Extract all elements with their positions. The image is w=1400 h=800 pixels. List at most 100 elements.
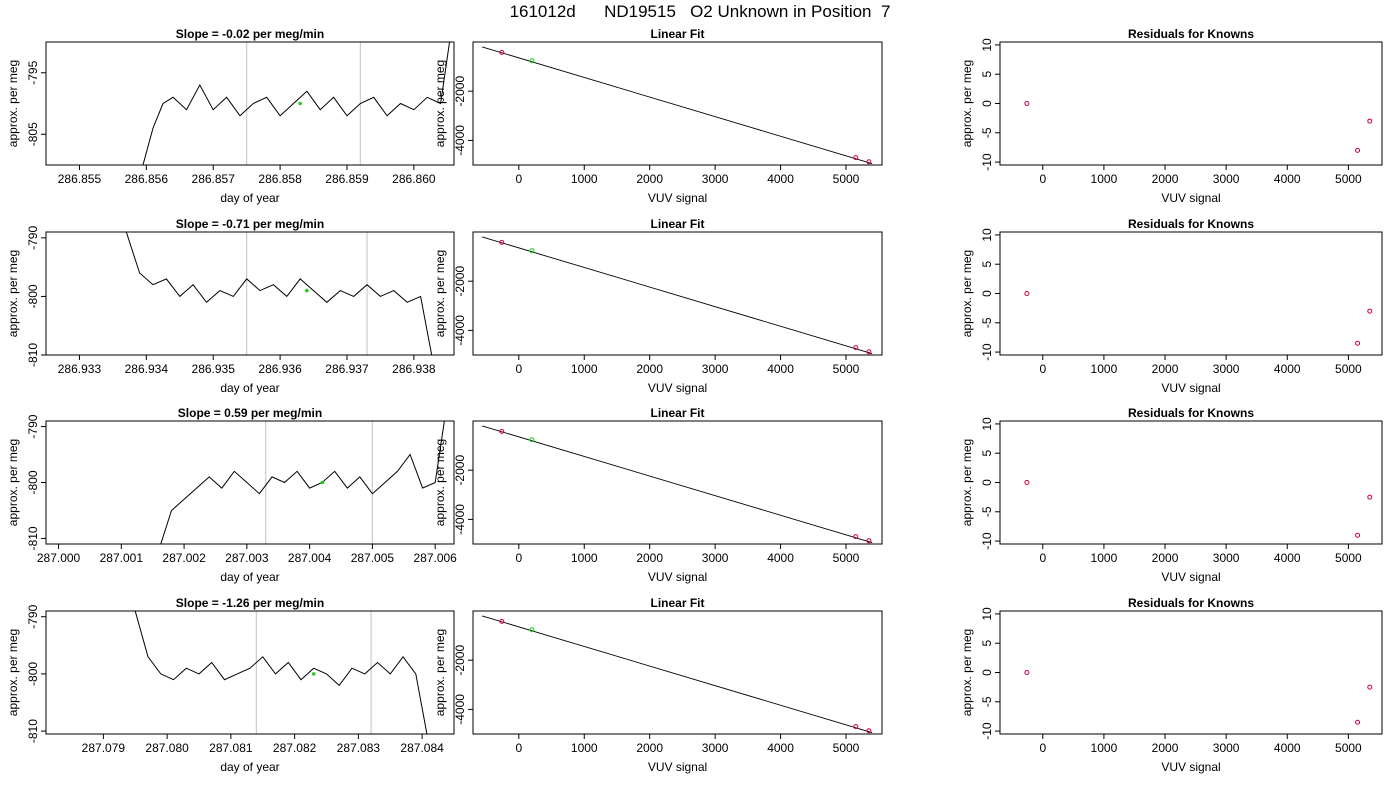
panel-title: Residuals for Knowns [1128,406,1254,420]
plot-frame [472,420,883,545]
panel-title: Slope = -0.02 per meg/min [176,27,324,41]
y-tick-label: -2000 [453,455,467,486]
x-tick-label: 2000 [636,551,663,565]
x-axis-label: VUV signal [1161,760,1220,774]
x-tick-label: 286.858 [258,172,302,186]
x-tick-label: 5000 [833,741,860,755]
panel-title: Linear Fit [650,406,704,420]
x-axis-label: day of year [220,760,279,774]
x-tick-label: 287.000 [37,551,81,565]
y-tick-label: -805 [26,122,40,146]
x-tick-label: 286.938 [392,362,436,376]
x-tick-label: 4000 [767,172,794,186]
y-tick-label: -810 [26,719,40,743]
x-axis-label: VUV signal [648,760,707,774]
y-tick-label: 5 [980,261,994,268]
x-tick-label: 4000 [1274,362,1301,376]
y-tick-label: -790 [26,604,40,628]
known-point [853,534,859,540]
x-tick-label: 0 [1039,741,1046,755]
residual-point [1355,340,1361,346]
x-tick-label: 287.001 [100,551,144,565]
x-tick-label: 3000 [702,172,729,186]
x-tick-label: 3000 [702,741,729,755]
x-tick-label: 3000 [702,362,729,376]
known-point [853,724,859,730]
y-axis-label: approx. per meg [960,629,974,716]
chart-panel-3-1: Slope = 0.59 per meg/min 287.000 287.001 28… [6,406,457,584]
plot-data [482,615,873,734]
y-tick-label: -4000 [453,125,467,156]
y-tick-label: 10 [980,417,994,431]
y-tick-label: -2000 [453,645,467,676]
fit-line [482,425,873,544]
residual-point [1024,670,1030,675]
plot-data [160,421,445,544]
x-tick-label: 2000 [1152,741,1179,755]
y-axis-label: approx. per meg [6,629,20,716]
x-tick-label: 286.855 [58,172,102,186]
x-tick-label: 2000 [636,362,663,376]
series-line [160,421,445,544]
x-tick-label: 5000 [833,551,860,565]
plot-data [142,42,451,165]
y-axis-label: approx. per meg [6,250,20,337]
residual-point [1367,684,1373,690]
y-tick-label: -795 [26,60,40,84]
y-axis-label: approx. per meg [960,250,974,337]
x-tick-label: 1000 [1091,172,1118,186]
panel-title: Slope = -0.71 per meg/min [176,217,324,231]
unknown-marker [305,288,309,293]
known-point [853,345,859,351]
y-tick-label: -800 [26,284,40,308]
x-tick-label: 3000 [702,551,729,565]
y-tick-label: -2000 [453,76,467,107]
plot-frame [472,231,883,356]
y-tick-label: 5 [980,450,994,457]
x-tick-label: 2000 [636,741,663,755]
x-tick-label: 4000 [1274,551,1301,565]
x-tick-label: 0 [515,741,522,755]
x-tick-label: 1000 [1091,551,1118,565]
y-tick-label: -800 [26,662,40,686]
y-axis-label: approx. per meg [433,439,447,526]
x-tick-label: 287.081 [209,741,253,755]
x-tick-label: 287.005 [351,551,395,565]
unknown-point [529,437,535,443]
y-tick-label: -800 [26,470,40,494]
unknown-marker [320,480,324,485]
x-tick-label: 4000 [1274,172,1301,186]
x-tick-label: 0 [1039,172,1046,186]
x-tick-label: 1000 [1091,362,1118,376]
plot-frame [472,610,883,735]
plot-data [482,425,873,544]
panel-title: Slope = -1.26 per meg/min [176,596,324,610]
y-axis-label: approx. per meg [960,60,974,147]
residual-point [1367,494,1373,500]
plot-data [134,611,428,734]
y-tick-label: -790 [26,226,40,250]
x-axis-label: VUV signal [648,191,707,205]
x-axis-label: VUV signal [648,381,707,395]
chart-panel-1-2: Linear Fit 0 1000 2000 3000 4000 5000 -2000 -400… [433,27,883,205]
y-tick-label: 0 [980,479,994,486]
y-tick-label: -5 [980,127,994,138]
x-axis-label: day of year [220,191,279,205]
residual-point [1024,480,1030,485]
known-point [499,428,505,434]
x-tick-label: 287.084 [400,741,444,755]
y-tick-label: -2000 [453,266,467,297]
chart-panel-4-2: Linear Fit 0 1000 2000 3000 4000 5000 -2000 -400… [433,596,883,774]
y-axis-label: approx. per meg [6,60,20,147]
x-tick-label: 5000 [1335,172,1362,186]
fit-line [482,46,873,165]
x-tick-label: 286.856 [125,172,169,186]
y-tick-label: -810 [26,526,40,550]
y-axis-label: approx. per meg [960,439,974,526]
plot-frame [999,41,1383,166]
x-tick-label: 0 [515,172,522,186]
unknown-marker [311,672,316,676]
plot-frame [45,231,455,356]
x-tick-label: 286.933 [58,362,102,376]
y-axis-label: approx. per meg [433,629,447,716]
